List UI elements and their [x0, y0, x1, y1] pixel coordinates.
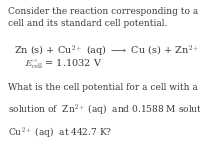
Text: Zn (s) + Cu$^{2+}$ (aq) $\longrightarrow$ Cu (s) + Zn$^{2+}$ (aq): Zn (s) + Cu$^{2+}$ (aq) $\longrightarrow…: [14, 43, 200, 59]
Text: Cu$^{2+}$ (aq)  at 442.7 K?: Cu$^{2+}$ (aq) at 442.7 K?: [8, 126, 112, 140]
Text: solution of  Zn$^{2+}$ (aq)  and 0.1588 M solution of: solution of Zn$^{2+}$ (aq) and 0.1588 M …: [8, 102, 200, 117]
Text: What is the cell potential for a cell with a 2.445 M: What is the cell potential for a cell wi…: [8, 83, 200, 92]
Text: Consider the reaction corresponding to a voltaic: Consider the reaction corresponding to a…: [8, 7, 200, 16]
Text: cell and its standard cell potential.: cell and its standard cell potential.: [8, 19, 167, 28]
Text: $E^\circ_{\mathrm{cell}}$ = 1.1032 V: $E^\circ_{\mathrm{cell}}$ = 1.1032 V: [24, 58, 102, 71]
